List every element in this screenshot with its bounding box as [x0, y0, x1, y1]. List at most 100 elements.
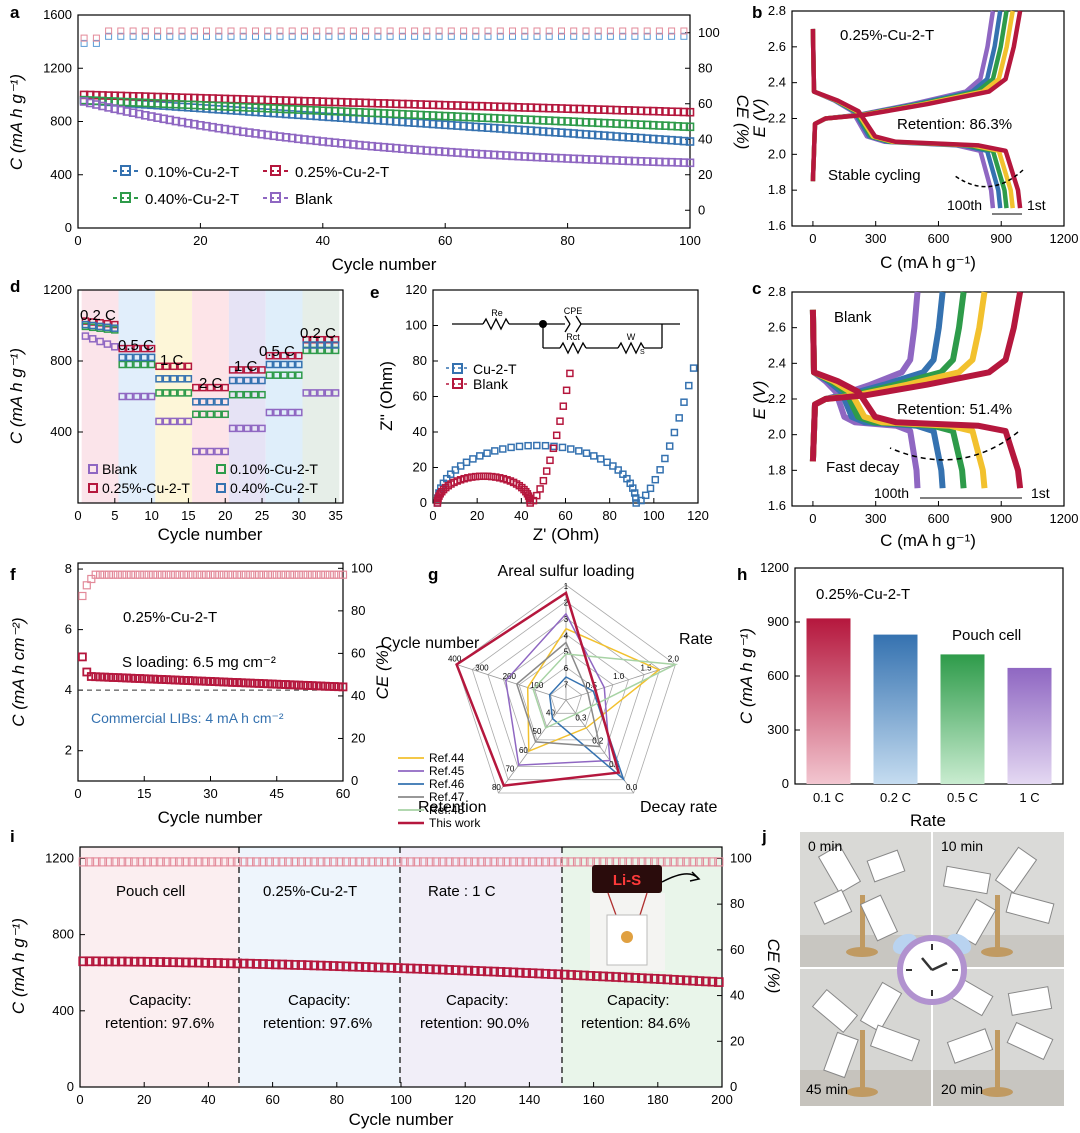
xlabel-i: Cycle number	[349, 1110, 454, 1129]
data-point-a	[251, 103, 260, 112]
ce-point-i	[425, 857, 435, 867]
data-point-a	[624, 133, 634, 142]
ce-point-i	[97, 857, 108, 867]
x-tick-label: 20	[218, 508, 232, 523]
rate-point	[214, 410, 222, 419]
data-point-a	[367, 108, 377, 118]
data-point-a	[367, 141, 377, 151]
data-point-a	[599, 155, 609, 165]
ce-point-i	[367, 857, 377, 867]
x-tick-label: 0.1 C	[813, 790, 844, 805]
rate-point	[236, 366, 244, 374]
y-tick-label: 0	[67, 1079, 74, 1094]
ce-point-a	[203, 32, 210, 40]
ce-point-i	[438, 857, 448, 867]
ce-point-a	[325, 32, 333, 40]
data-point-a	[642, 134, 652, 143]
ce-point-f	[219, 570, 228, 579]
data-point-a	[538, 103, 548, 113]
rate-point	[147, 353, 156, 362]
rate-point	[250, 376, 259, 385]
rate-point	[192, 383, 200, 392]
data-point-a	[165, 115, 175, 125]
charge-curve	[809, 291, 1024, 462]
capacity-point-i	[110, 956, 121, 967]
capacity-point-i	[681, 975, 692, 986]
data-point-a	[355, 140, 364, 150]
x-tick-label: 0.5 C	[947, 790, 978, 805]
panel-i: i 0 20 40 60 80 100 120 140 160 180 20004008001200…	[9, 827, 783, 1129]
data-point-a	[165, 99, 175, 109]
capacity-point-i	[553, 969, 564, 980]
rate-point	[140, 353, 149, 362]
svg-text:45 min: 45 min	[806, 1081, 848, 1097]
rate-point	[192, 398, 200, 406]
region-retention-1: retention: 97.6%	[105, 1015, 214, 1032]
data-point-a	[214, 101, 224, 111]
data-point-a	[648, 106, 658, 116]
capacity-point-i	[347, 961, 358, 972]
ce-point-a	[105, 32, 113, 40]
capacity-point-i	[463, 965, 474, 976]
annotation-stable-b: Stable cycling	[828, 167, 921, 184]
capacity-point-i	[296, 960, 307, 970]
radar-spoke	[498, 699, 567, 794]
data-point-a	[648, 134, 658, 144]
data-point-a	[532, 152, 542, 162]
radar-ring-label: 6	[564, 664, 569, 673]
x-tick-label: 10	[144, 508, 158, 523]
ce-point-i	[104, 857, 114, 867]
x-tick-label: 600	[928, 511, 950, 526]
annotation-libs-f: Commercial LIBs: 4 mA h cm⁻²	[91, 710, 284, 726]
rate-point	[118, 360, 126, 369]
axes-e: 0 20 40 60 80 100 120 0 20 40 60 80 100 120	[405, 282, 709, 523]
rate-point	[155, 389, 163, 397]
windmill-icon	[813, 844, 906, 957]
data-point-a	[673, 158, 683, 167]
radar-ring-label: 50	[533, 727, 542, 736]
data-point-a	[538, 127, 548, 136]
data-point-a	[190, 119, 199, 129]
y-tick-label: 300	[767, 722, 789, 737]
data-point-a	[538, 153, 548, 162]
capacity-point-f	[236, 678, 246, 688]
radar-series-polygon	[548, 676, 626, 782]
ce-point-i	[361, 857, 371, 867]
rate-point	[111, 324, 119, 332]
capacity-point-i	[482, 966, 493, 977]
rate-point	[125, 353, 134, 362]
data-point-a	[220, 124, 230, 134]
data-point-a	[104, 103, 113, 112]
ce-point-i	[271, 857, 281, 867]
ce-point-i	[219, 857, 230, 867]
capacity-point-i	[476, 966, 487, 976]
ce-point-a	[533, 27, 541, 35]
capacity-point-i	[469, 966, 480, 976]
ce-point-i	[316, 857, 326, 867]
x-tick-label: 40	[201, 1092, 215, 1107]
ce-point-f	[210, 570, 219, 579]
rate-point	[177, 417, 185, 426]
data-point-a	[263, 95, 273, 105]
data-point-a	[293, 110, 303, 120]
capacity-point-f	[122, 673, 131, 683]
series-f	[78, 570, 348, 692]
ce-point-a	[643, 27, 651, 35]
data-point-a	[593, 130, 603, 140]
data-point-a	[428, 111, 438, 120]
svg-text:W: W	[627, 332, 636, 342]
annotation-fast-c: Fast decay	[826, 459, 900, 476]
capacity-point-i	[508, 967, 519, 978]
capacity-point-i	[341, 961, 352, 972]
ce-point-a	[141, 32, 149, 40]
data-point-a	[391, 99, 401, 109]
data-point-a	[520, 103, 530, 112]
rate-point	[162, 417, 171, 426]
data-point-a	[538, 116, 548, 125]
capacity-point-i	[193, 957, 204, 968]
capacity-point-i	[450, 965, 461, 975]
data-point-a	[477, 101, 487, 111]
rate-label-d-4: 1 C	[234, 358, 258, 375]
